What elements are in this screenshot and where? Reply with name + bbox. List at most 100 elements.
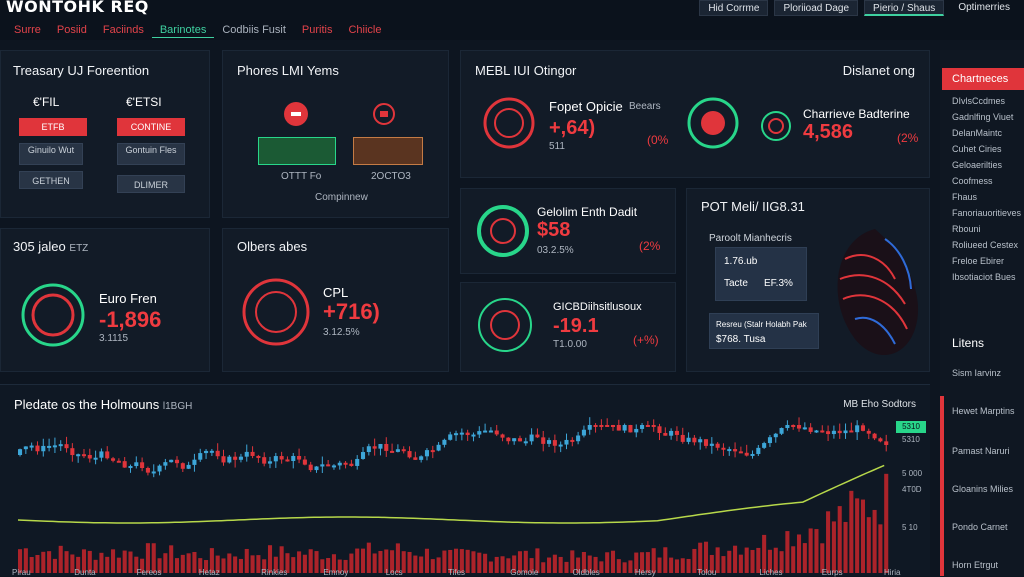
volume-bar	[302, 554, 307, 573]
sidebar-item[interactable]: Ibsotiaciot Bues	[952, 272, 1016, 282]
value-label-1: €'FIL	[33, 95, 60, 109]
volume-bar	[727, 550, 732, 573]
candle	[779, 428, 784, 434]
nav-item-3[interactable]: Faciinds	[102, 24, 144, 36]
volume-bar	[169, 545, 174, 573]
continue-button[interactable]: CONTINE	[117, 118, 185, 136]
sidebar-link[interactable]: Gloanins Milies	[952, 484, 1014, 494]
x-tick-label: Pirau	[12, 568, 31, 577]
volume-bar	[81, 549, 87, 573]
sidebar-item[interactable]: DelanMaintc	[952, 128, 1003, 138]
panel-title: Olbers abes	[237, 239, 308, 254]
volume-bar	[506, 558, 511, 573]
gethen-button[interactable]: GETHEN	[19, 171, 83, 189]
top-tab-2[interactable]: Ploriioad Dage	[774, 0, 859, 16]
nav-item-4[interactable]: Barinotes	[151, 22, 215, 38]
top-tab-4[interactable]: Optimerries	[958, 2, 1010, 13]
top-tab-1[interactable]: Hid Corrme	[699, 0, 769, 16]
volume-bar	[657, 557, 662, 573]
sidebar-link[interactable]: Hewet Marptins	[952, 406, 1015, 416]
sidebar-link[interactable]: Pondo Carnet	[952, 522, 1008, 532]
nav-item-2[interactable]: Posiid	[56, 24, 87, 36]
candle	[47, 445, 52, 448]
sidebar-item[interactable]: Rbouni	[952, 224, 981, 234]
nav-item-5[interactable]: Codbiis Fusit	[222, 24, 286, 36]
candle	[35, 445, 40, 452]
sidebar-header[interactable]: Chartneces	[942, 68, 1024, 90]
candle	[645, 425, 650, 427]
sidebar-item[interactable]: DIvlsCcdmes	[952, 96, 1006, 106]
candle	[616, 425, 621, 431]
option-button-2[interactable]: Gontuin Fles	[117, 143, 185, 165]
candle	[640, 425, 645, 429]
sidebar-item[interactable]: Cuhet Ciries	[952, 144, 1002, 154]
volume-bar	[622, 562, 627, 573]
candle	[18, 449, 23, 455]
volume-bar	[355, 548, 360, 573]
volume-bar	[628, 560, 633, 573]
candle	[826, 431, 831, 435]
nav-item-7[interactable]: Chiicle	[348, 24, 382, 36]
top-tab-3[interactable]: Pierio / Shaus	[864, 0, 945, 16]
sidebar-item[interactable]: Gadnlfing Viuet	[952, 112, 1014, 122]
candle	[785, 425, 790, 429]
candle	[384, 443, 389, 451]
x-tick-label: Rinkies	[261, 568, 287, 577]
nav-item-6[interactable]: Puritis	[301, 24, 333, 36]
volume-bar	[709, 554, 714, 573]
candle	[366, 446, 371, 453]
sidebar-item[interactable]: Freloe Ebirer	[952, 256, 1005, 266]
candle	[233, 456, 238, 460]
candle	[145, 468, 150, 473]
legend-text: Compinnew	[315, 192, 368, 203]
candle	[23, 446, 28, 450]
metric-value: -1,896	[99, 307, 162, 332]
candle	[529, 434, 534, 442]
price-chart[interactable]: Pirau Dunta Fereos Hetaz Rinkies Emnoy Locs Tif…	[0, 385, 930, 577]
sidebar-item[interactable]: Fanoriauoritieves	[952, 208, 1022, 218]
volume-bar	[762, 534, 767, 573]
option-button-1[interactable]: Ginuilo Wut	[19, 143, 83, 165]
candle	[756, 447, 761, 454]
dlimer-button[interactable]: DLIMER	[117, 175, 185, 193]
volume-bar	[593, 556, 598, 573]
volume-bar	[599, 561, 604, 573]
sidebar-link[interactable]: Sism Iarvinz	[952, 368, 1002, 378]
volume-bar	[820, 543, 825, 573]
volume-bar	[41, 551, 46, 573]
volume-bar	[855, 498, 860, 573]
candle	[448, 434, 453, 440]
candle	[733, 449, 738, 452]
candle	[238, 456, 243, 460]
top-right-tabs: Hid Corrme Ploriioad Dage Pierio / Shaus…	[699, 0, 1018, 16]
sidebar-item[interactable]: Roliueed Cestex	[952, 240, 1019, 250]
panel-title: MEBL IUI Otingor	[475, 63, 577, 78]
volume-bar	[692, 548, 697, 573]
sidebar-link[interactable]: Pamast Naruri	[952, 446, 1010, 456]
sidebar-item[interactable]: Geloaerilties	[952, 160, 1003, 170]
volume-bar	[523, 550, 528, 573]
volume-bar	[541, 562, 546, 573]
candle	[820, 430, 825, 433]
metric-sublabel: Beears	[629, 101, 661, 112]
volume-bar	[70, 554, 75, 573]
volume-bar	[558, 556, 563, 573]
metric-label: CPL	[323, 285, 349, 300]
sidebar-link[interactable]: Horn Etrgut	[952, 560, 999, 570]
sidebar-item[interactable]: Fhaus	[952, 192, 978, 202]
candle	[709, 443, 714, 446]
candle	[599, 425, 604, 427]
gelolim-panel: Gelolim Enth Dadit $58 03.2.5% (2%	[460, 188, 676, 274]
volume-bar	[703, 541, 709, 573]
volume-bar	[849, 490, 854, 573]
candle	[686, 437, 691, 442]
candle	[140, 462, 145, 469]
candle	[791, 425, 796, 427]
sidebar-item[interactable]: Coofmess	[952, 176, 993, 186]
value-label-2: €'ETSI	[126, 95, 162, 109]
volume-bar	[366, 542, 371, 573]
volume-bar	[52, 558, 57, 573]
nav-item-1[interactable]: Surre	[14, 24, 41, 36]
volume-bar	[878, 524, 883, 573]
etfb-button[interactable]: ETFB	[19, 118, 87, 136]
